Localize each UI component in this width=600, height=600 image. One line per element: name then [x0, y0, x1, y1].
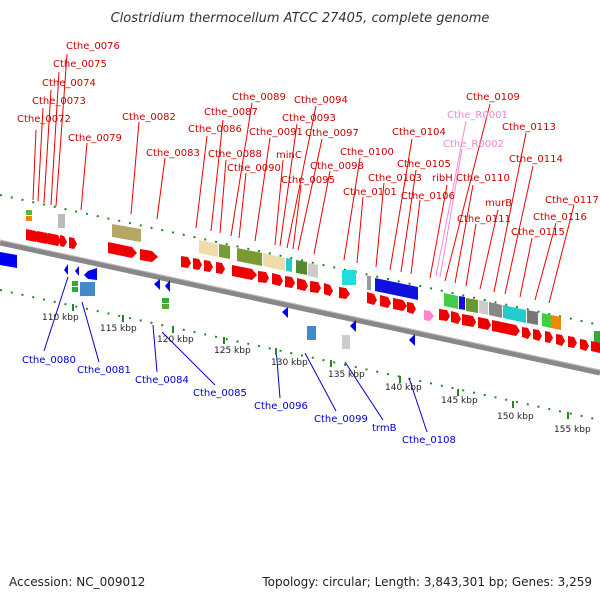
rna-arrow	[424, 310, 434, 321]
tick-label: 155 kbp	[554, 425, 591, 435]
gene-label: Cthe_0114	[509, 154, 563, 165]
gene-label: Cthe_0084	[135, 375, 189, 386]
genome-summary-text: Topology: circular; Length: 3,843,301 bp…	[262, 575, 592, 589]
tick-label: 120 kbp	[157, 335, 194, 345]
gene-label: trmB	[372, 423, 397, 434]
gene-label: Cthe_0096	[254, 401, 308, 412]
tick-label: 110 kbp	[42, 313, 79, 323]
gene-label: Cthe_0105	[397, 159, 451, 170]
rna-gene-labels: Cthe_R0001 Cthe_R0002	[443, 110, 508, 150]
gene-label: Cthe_0075	[53, 59, 107, 70]
gene-label: Cthe_R0002	[443, 139, 504, 150]
gene-label: Cthe_0111	[457, 214, 511, 225]
gene-label: Cthe_0109	[466, 92, 520, 103]
gene-label: Cthe_0106	[401, 191, 455, 202]
gene-label: Cthe_0113	[502, 122, 556, 133]
tick-label: 130 kbp	[271, 358, 308, 368]
gene-label: Cthe_0083	[146, 148, 200, 159]
gene-label: Cthe_0101	[343, 187, 397, 198]
tick-label: 115 kbp	[100, 324, 137, 334]
gene-label: minC	[276, 150, 302, 161]
plus-strand-arrows	[26, 229, 600, 353]
tick-label: 150 kbp	[497, 412, 534, 422]
gene-label: Cthe_0098	[310, 161, 364, 172]
gene-label: Cthe_0110	[456, 173, 510, 184]
gene-label: ribH	[432, 173, 453, 184]
gene-label: Cthe_0089	[232, 92, 286, 103]
plus-leader-lines	[32, 53, 575, 304]
gene-label: Cthe_0072	[17, 114, 71, 125]
gene-label: Cthe_0097	[305, 128, 359, 139]
tick-label: 125 kbp	[214, 346, 251, 356]
gene-label: Cthe_0088	[208, 149, 262, 160]
accession-text: Accession: NC_009012	[9, 575, 146, 589]
gene-label: Cthe_0082	[122, 112, 176, 123]
gene-label: Cthe_0104	[392, 127, 446, 138]
gene-label: Cthe_0080	[22, 355, 76, 366]
gene-label: Cthe_0094	[294, 95, 348, 106]
tick-label: 140 kbp	[385, 383, 422, 393]
gene-label: Cthe_0087	[204, 107, 258, 118]
minus-strand-arrows	[0, 252, 415, 346]
genome-backbone	[0, 240, 600, 376]
gene-label: Cthe_0086	[188, 124, 242, 135]
cog-boxes-plus	[26, 210, 600, 345]
gene-label: Cthe_0108	[402, 435, 456, 446]
gene-label: Cthe_0073	[32, 96, 86, 107]
gene-label: Cthe_0093	[282, 113, 336, 124]
scale-tick-marks	[72, 304, 569, 419]
gene-label: Cthe_0076	[66, 41, 120, 52]
gene-label: Cthe_0081	[77, 365, 131, 376]
gene-label: murB	[485, 198, 512, 209]
map-title: Clostridium thermocellum ATCC 27405, com…	[111, 11, 490, 26]
minus-gene-labels: Cthe_0080 Cthe_0081 Cthe_0084 Cthe_0085 …	[22, 355, 456, 446]
tick-label: 135 kbp	[328, 370, 365, 380]
gene-label: Cthe_0074	[42, 78, 96, 89]
gene-label: Cthe_0095	[281, 175, 335, 186]
rna-leader-lines	[435, 120, 467, 278]
gene-label: Cthe_0100	[340, 147, 394, 158]
gene-label: Cthe_0115	[511, 227, 565, 238]
cog-boxes-minus	[72, 281, 350, 349]
gene-label: Cthe_0099	[314, 414, 368, 425]
gene-label: Cthe_0090	[227, 163, 281, 174]
gene-label: Cthe_0091	[249, 127, 303, 138]
scale-tick-labels: 110 kbp 115 kbp 120 kbp 125 kbp 130 kbp …	[42, 313, 591, 435]
minus-leader-lines	[43, 276, 428, 433]
gene-label: Cthe_R0001	[447, 110, 508, 121]
gene-label: Cthe_0085	[193, 388, 247, 399]
plus-gene-labels: Cthe_0072 Cthe_0073 Cthe_0074 Cthe_0075 …	[17, 41, 599, 238]
gene-label: Cthe_0103	[368, 173, 422, 184]
tick-label: 145 kbp	[441, 396, 478, 406]
gene-label: Cthe_0116	[533, 212, 587, 223]
gene-label: Cthe_0079	[68, 133, 122, 144]
gene-label: Cthe_0117	[545, 195, 599, 206]
genome-backbone-shade	[0, 239, 600, 371]
